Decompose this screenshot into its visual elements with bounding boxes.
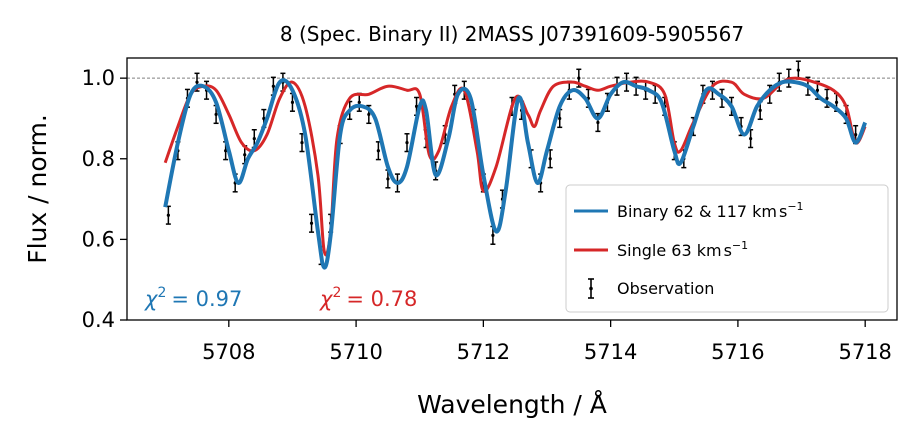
observation-point <box>795 60 801 80</box>
single-chi-exponent: 2 <box>332 285 341 301</box>
legend-binary-label: Binary 62 & 117 km s−1 <box>617 200 804 221</box>
chart-title: 8 (Spec. Binary II) 2MASS J07391609-5905… <box>280 22 744 46</box>
observation-point <box>366 104 372 125</box>
y-tick-label: 1.0 <box>82 66 115 90</box>
x-tick-label: 5714 <box>584 340 637 364</box>
observation-point <box>748 128 754 149</box>
y-tick-label: 0.6 <box>82 227 115 251</box>
x-axis-label: Wavelength / Å <box>417 390 607 419</box>
x-tick-label: 5712 <box>457 340 510 364</box>
legend-observation-label: Observation <box>617 279 714 298</box>
observation-point <box>404 133 410 153</box>
legend-binary-unit-s: s <box>779 202 787 221</box>
observation-point <box>356 92 362 112</box>
binary-chi-value: = 0.97 <box>171 287 242 311</box>
legend-single-unit-sup: −1 <box>732 239 748 252</box>
legend-single-text: Single 63 km <box>617 241 722 260</box>
legend-single-unit-s: s <box>724 241 732 260</box>
legend: Binary 62 & 117 km s−1 Single 63 km s−1 Ob… <box>565 184 889 313</box>
single-chi-annotation: χ2 = 0.78 <box>319 285 417 311</box>
legend-binary-unit-sup: −1 <box>787 200 803 213</box>
binary-model-line <box>163 78 868 270</box>
x-tick-label: 5710 <box>329 340 382 364</box>
x-tick-label: 5708 <box>202 340 255 364</box>
y-axis-label: Flux / norm. <box>23 114 52 264</box>
legend-single-label: Single 63 km s−1 <box>617 239 748 260</box>
legend-binary-text: Binary 62 & 117 km <box>617 202 777 221</box>
plot-frame <box>126 57 898 321</box>
binary-chi-annotation: χ2 = 0.97 <box>144 285 242 311</box>
observation-point <box>309 213 315 233</box>
legend-box <box>565 184 889 313</box>
binary-chi-exponent: 2 <box>157 285 166 301</box>
x-tick-label: 5718 <box>838 340 891 364</box>
x-tick-label: 5716 <box>711 340 764 364</box>
y-tick-label: 0.4 <box>82 308 115 332</box>
single-chi-symbol: χ <box>319 287 334 311</box>
binary-chi-symbol: χ <box>144 287 159 311</box>
observation-point <box>375 141 381 161</box>
observation-point <box>165 205 171 225</box>
single-chi-value: = 0.78 <box>346 287 417 311</box>
y-tick-label: 0.8 <box>82 147 115 171</box>
legend-observation-swatch <box>588 278 594 299</box>
